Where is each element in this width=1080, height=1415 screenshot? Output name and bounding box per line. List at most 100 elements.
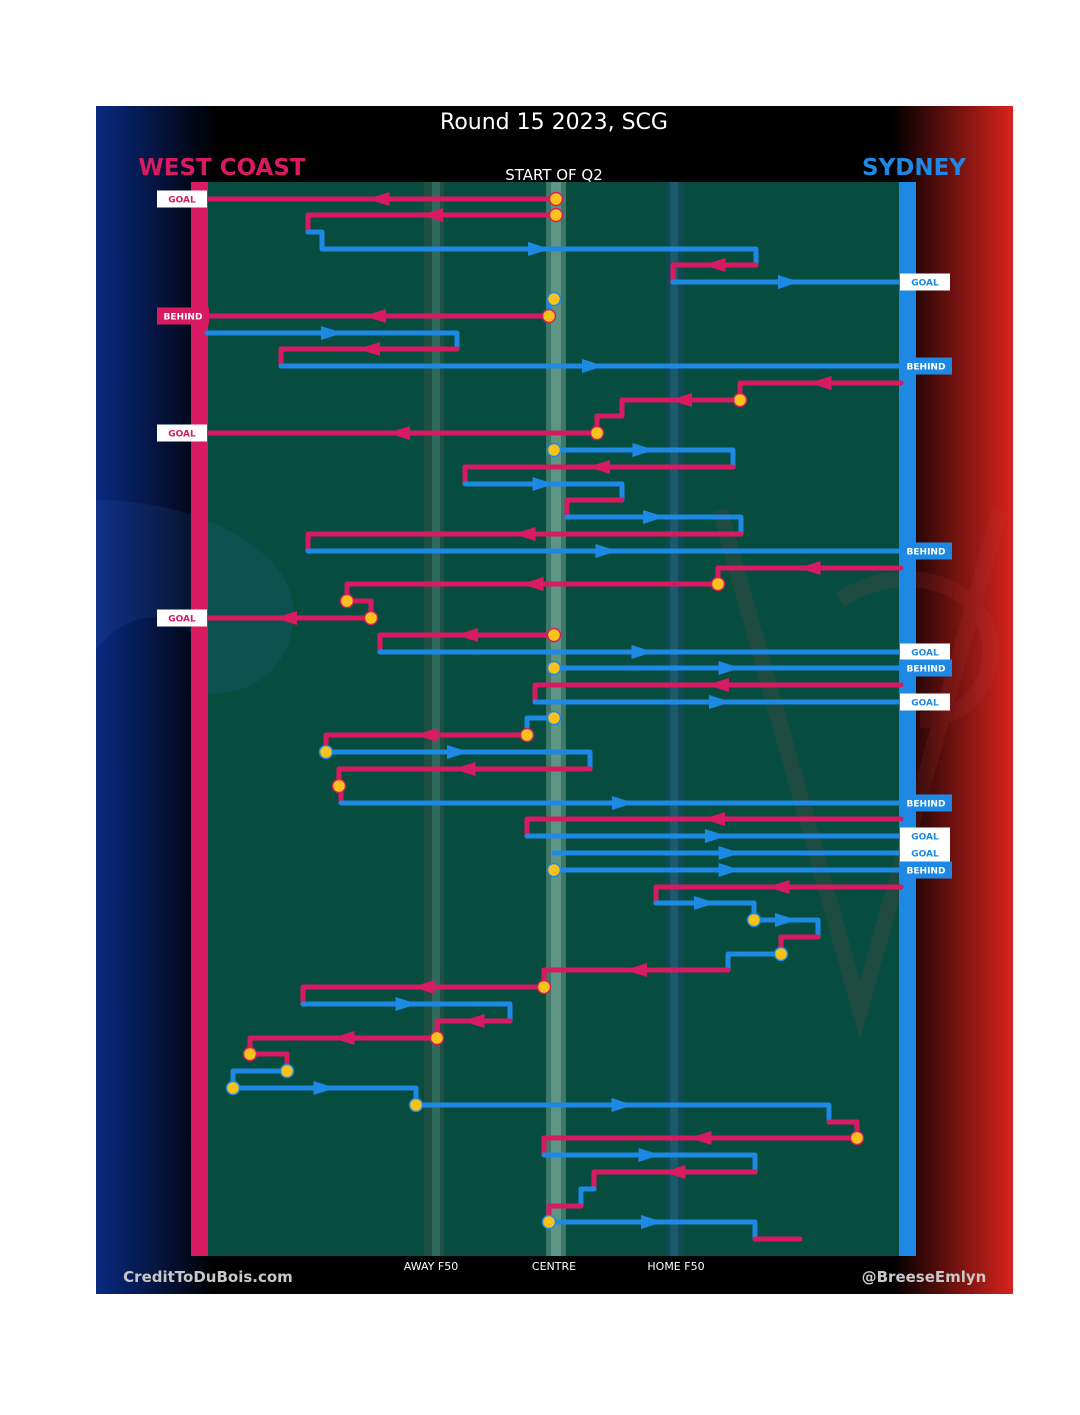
score-tag-goal-37: GOAL [900,844,950,862]
score-tag-label-25: GOAL [911,649,939,659]
chain-arrow-31 [447,745,469,759]
chain-start-marker-59 [541,1214,557,1230]
score-tag-behind-34: BEHIND [900,794,952,812]
chain-arrow-46 [395,997,418,1011]
score-tag-label-28: GOAL [911,699,939,709]
chain-west-coast-35 [524,816,904,839]
score-tag-box-6 [157,307,209,325]
chain-start-marker-0 [548,191,564,207]
chain-arrow-9 [582,359,604,373]
score-tag-goal-4: GOAL [900,273,950,291]
chain-start-marker-29 [546,710,562,726]
score-tag-box-0 [157,190,207,208]
score-tag-box-23 [157,609,207,627]
chain-arrow-12 [388,426,410,440]
team-label-sydney: SYDNEY [862,155,966,181]
chain-arrow-14 [588,460,610,474]
score-tag-box-25 [900,643,950,661]
chain-west-coast-24 [377,632,557,655]
chain-arrow-54 [689,1131,712,1145]
score-tag-behind-38: BEHIND [900,861,952,879]
swans-watermark-icon [712,507,1008,1040]
chain-arrow-15 [532,477,555,491]
chart-title: Round 15 2023, SCG [440,110,668,135]
score-tag-label-38: BEHIND [907,867,946,877]
chain-arrow-3 [703,258,726,272]
sydney-goal-bar [899,182,916,1256]
chain-start-marker-22 [339,593,355,609]
chain-sydney-52 [413,1102,832,1125]
chain-start-marker-21 [710,576,726,592]
score-tag-box-4 [900,273,950,291]
chain-start-marker-43 [773,946,789,962]
chain-sydney-31 [323,749,593,772]
chain-arrow-51 [313,1081,336,1095]
chain-arrow-55 [638,1148,661,1162]
chain-arrow-59 [641,1215,663,1229]
home-f50-line-core [670,182,678,1256]
chain-west-coast-45 [300,984,547,1007]
chain-west-coast-14 [462,464,736,487]
chain-start-marker-54 [849,1130,865,1146]
chain-arrow-36 [705,829,727,843]
chain-arrow-38 [718,863,741,877]
chain-start-marker-30 [519,727,535,743]
team-label-west-coast: WEST COAST [138,155,306,181]
score-tag-label-9: BEHIND [907,363,946,373]
chain-arrow-26 [718,661,741,675]
chain-start-marker-11 [732,392,748,408]
chain-arrow-18 [513,527,536,541]
chain-arrow-25 [631,645,654,659]
chain-arrow-11 [670,393,692,407]
score-tag-label-26: BEHIND [907,665,946,675]
chain-start-marker-26 [546,660,562,676]
chain-west-coast-54 [541,1135,860,1158]
score-tag-box-9 [900,357,952,375]
score-tag-label-34: BEHIND [907,800,946,810]
chain-arrow-35 [703,812,725,826]
chain-sydney-55 [541,1152,758,1175]
chain-start-marker-41 [746,912,762,928]
score-tags: GOAL GOAL BEHIND BEHIND GOAL BEHIND GOAL GOAL BE… [157,190,952,879]
chain-start-marker-51 [225,1080,241,1096]
chain-west-coast-27 [532,682,904,705]
score-tag-goal-12: GOAL [157,424,207,442]
score-tag-label-23: GOAL [168,615,196,625]
chain-west-coast-18 [305,531,744,554]
chain-sydney-15 [462,481,625,503]
score-tag-behind-6: BEHIND [157,307,209,325]
chain-west-coast-3 [670,262,759,285]
chain-start-marker-52 [408,1097,424,1113]
credit-right: @BreeseEmlyn [862,1268,987,1286]
chain-start-marker-5 [546,291,562,307]
chain-start-markers [225,191,865,1230]
score-tag-box-12 [157,424,207,442]
score-tag-box-37 [900,844,950,862]
chain-start-marker-1 [548,207,564,223]
possession-chains [198,192,908,1242]
chain-west-coast-56 [591,1169,758,1192]
chain-start-marker-23 [363,610,379,626]
score-tag-label-0: GOAL [168,196,196,206]
chain-sydney-57 [578,1186,597,1209]
chain-start-marker-24 [546,627,562,643]
chain-sydney-7 [204,330,460,352]
zone-label-home-f50: HOME F50 [647,1260,704,1273]
away-f50-line-core [432,182,440,1256]
chain-arrow-10 [809,376,832,390]
chain-start-marker-12 [589,425,605,441]
west-coast-goal-bar [191,182,208,1256]
chain-arrow-28 [709,695,731,709]
chain-arrow-41 [775,913,797,927]
chain-arrow-1 [421,208,443,222]
score-tag-label-36: GOAL [911,833,939,843]
chain-sydney-2 [305,229,759,268]
score-tag-goal-23: GOAL [157,609,207,627]
score-tag-label-37: GOAL [911,850,939,860]
score-tag-box-28 [900,693,950,711]
chain-sydney-46 [300,1001,513,1024]
score-tag-box-19 [900,542,952,560]
chain-sydney-13 [551,447,736,470]
chain-arrow-13 [632,443,655,457]
